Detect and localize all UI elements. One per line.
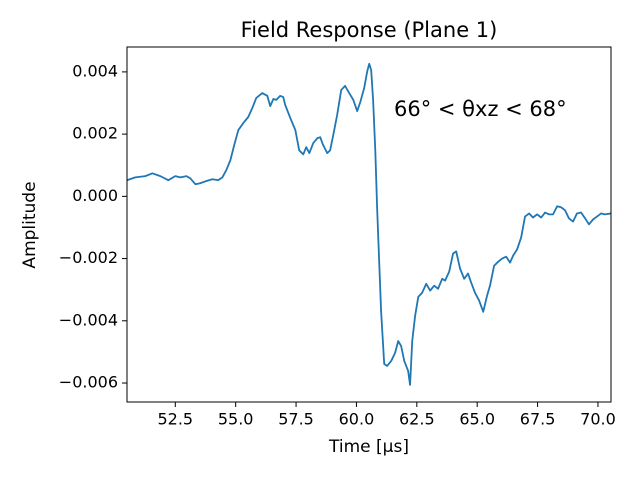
y-tick-label: −0.002 <box>59 248 118 267</box>
x-tick-label: 65.0 <box>459 410 495 429</box>
x-tick-label: 70.0 <box>580 410 616 429</box>
x-tick-label: 62.5 <box>399 410 435 429</box>
y-tick-label: 0.004 <box>72 61 118 80</box>
data-line <box>126 62 612 386</box>
x-axis-label: Time [μs] <box>328 437 409 457</box>
y-tick-label: −0.004 <box>59 310 118 329</box>
annotation: 66° < θxz < 68° <box>394 97 567 121</box>
x-tick-label: 60.0 <box>339 410 375 429</box>
x-tick-label: 67.5 <box>520 410 556 429</box>
chart-title: Field Response (Plane 1) <box>241 18 498 42</box>
y-tick-label: −0.006 <box>59 373 118 392</box>
y-axis-label: Amplitude <box>20 181 40 268</box>
y-tick-label: 0.002 <box>72 124 118 143</box>
x-tick-label: 57.5 <box>278 410 314 429</box>
x-tick-label: 52.5 <box>157 410 193 429</box>
x-tick-label: 55.0 <box>218 410 254 429</box>
y-tick-label: 0.000 <box>72 186 118 205</box>
plot-frame <box>126 46 612 403</box>
